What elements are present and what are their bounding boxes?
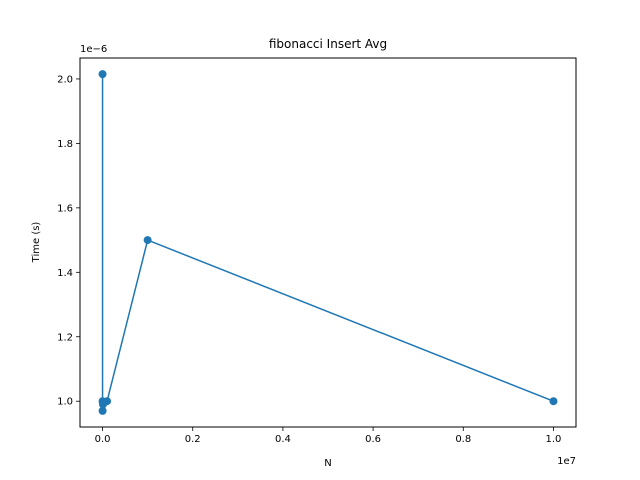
data-point — [143, 236, 152, 245]
x-tick-label: 0.6 — [365, 434, 381, 445]
x-tick-label: 1.0 — [546, 434, 562, 445]
plot-frame — [79, 57, 577, 428]
y-tick-label: 1.8 — [57, 139, 73, 150]
y-offset-label: 1e−6 — [80, 44, 107, 55]
y-axis-label: Time (s) — [31, 222, 42, 264]
data-point — [103, 397, 112, 406]
data-point — [98, 70, 107, 79]
plot-series — [98, 70, 558, 415]
x-tick-label: 0.8 — [455, 434, 471, 445]
y-axis-ticks: 1.0 1.2 1.4 1.6 1.8 2.0 — [57, 74, 80, 408]
chart-title: fibonacci Insert Avg — [269, 37, 387, 51]
x-tick-label: 0.0 — [95, 434, 111, 445]
y-tick-label: 1.4 — [57, 268, 73, 279]
y-tick-label: 2.0 — [57, 74, 73, 85]
x-axis-ticks: 0.0 0.2 0.4 0.6 0.8 1.0 — [95, 427, 562, 445]
x-axis-label: N — [324, 458, 331, 469]
x-tick-label: 0.4 — [275, 434, 291, 445]
data-point — [549, 397, 558, 406]
y-tick-label: 1.2 — [57, 332, 73, 343]
data-point — [98, 406, 107, 415]
y-tick-label: 1.6 — [57, 203, 73, 214]
x-tick-label: 0.2 — [185, 434, 201, 445]
y-tick-label: 1.0 — [57, 397, 73, 408]
x-offset-label: 1e7 — [557, 456, 576, 467]
